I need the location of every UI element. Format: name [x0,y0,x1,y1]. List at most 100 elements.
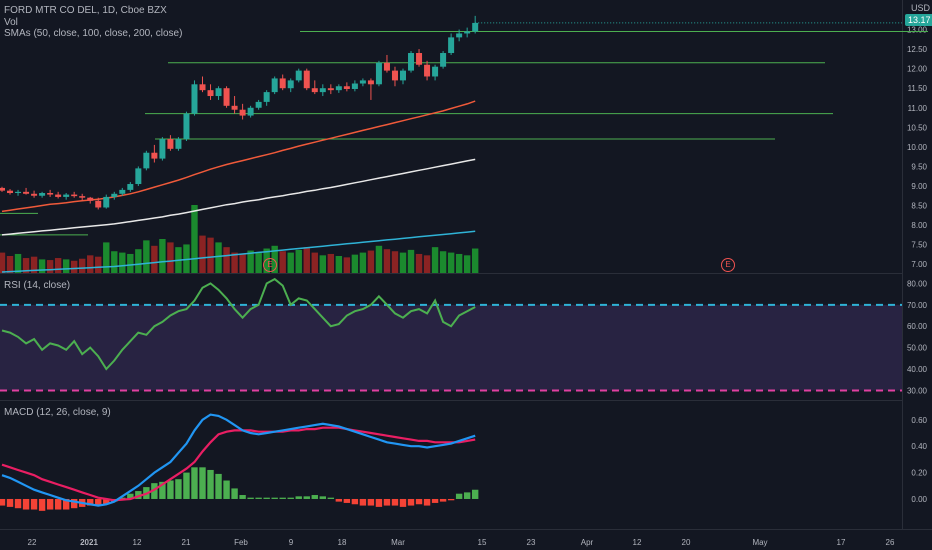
volume-bar [207,237,214,273]
price-tick-label: 9.50 [911,162,927,171]
candle-body [191,84,198,114]
candle-body [367,80,374,85]
macd-histogram-bar [135,491,142,499]
price-tick-label: 7.00 [911,260,927,269]
time-tick-label: 18 [338,538,347,547]
macd-histogram-bar [447,498,455,501]
candle-body [63,194,70,197]
volume-bar [311,252,318,273]
earnings-marker-icon[interactable]: E [263,258,277,272]
earnings-marker-icon[interactable]: E [721,258,735,272]
rsi-tick-label: 40.00 [907,365,928,374]
candle-body [31,193,38,196]
macd-histogram-bar [455,493,463,499]
candle-body [103,196,110,208]
symbol-legend: FORD MTR CO DEL, 1D, Cboe BZX [4,5,167,16]
time-tick-label: 12 [633,538,642,547]
macd-histogram-bar [383,498,391,506]
time-tick-label: 17 [837,538,846,547]
volume-bar [439,251,447,273]
candle-body [343,86,350,89]
candle-body [119,189,126,194]
candle-body [391,70,398,81]
candle-body [303,70,310,89]
volume-bar [6,256,14,273]
volume-bar [367,250,375,273]
volume-bar [167,242,174,273]
volume-bar [359,252,367,273]
candle-body [279,78,286,89]
macd-histogram-bar [439,498,447,502]
last-price-badge: 13.17 [905,14,932,26]
sma50-line [1,100,476,213]
volume-bar [431,247,439,273]
macd-histogram-bar [359,498,367,506]
macd-tick-label: 0.60 [911,416,927,425]
candle-body [71,194,78,197]
volume-bar [335,256,343,273]
candle-body [79,196,86,198]
volume-bar [223,247,230,273]
macd-histogram-bar [14,498,22,509]
candle-body [55,194,62,197]
macd-histogram-bar [239,495,246,499]
candle-body [335,86,342,91]
volume-bar [407,249,415,273]
macd-histogram-bar [127,493,134,499]
volume-bar [103,242,110,273]
candle-body [432,66,439,77]
macd-histogram-bar [287,497,294,499]
macd-histogram-bar [95,498,102,506]
sma-legend: SMAs (50, close, 100, close, 200, close) [4,28,183,39]
volume-bar [183,244,190,273]
candle-body [456,33,463,38]
candle-body [143,152,150,169]
macd-histogram-bar [46,498,54,510]
macd-histogram-bar [255,497,262,499]
volume-bar [79,258,86,273]
macd-histogram-bar [327,497,335,499]
time-tick-label: Mar [391,538,405,547]
price-tick-label: 11.50 [908,84,928,93]
volume-bar [119,252,126,273]
volume-bar [279,251,286,273]
candle-body [183,113,190,140]
rsi-tick-label: 30.00 [907,386,928,395]
volume-bar [135,249,142,273]
time-tick-label: Feb [234,538,248,547]
volume-bar [239,253,246,273]
volume-bar [14,253,22,273]
time-tick-label: 20 [682,538,691,547]
macd-histogram-bar [463,492,471,499]
macd-histogram-bar [0,498,6,506]
time-tick-label: 2021 [80,538,98,547]
macd-histogram-bar [30,498,38,510]
volume-bar [111,251,118,273]
candle-body [207,90,214,97]
price-tick-label: 11.00 [908,104,928,113]
macd-histogram-bar [247,497,254,499]
volume-bar [54,258,62,273]
rsi-legend: RSI (14, close) [4,280,71,291]
time-tick-label: 15 [478,538,487,547]
macd-signal-line [1,426,476,502]
volume-bar [247,250,254,273]
time-tick-label: 12 [133,538,142,547]
macd-histogram-bar [319,496,326,499]
candle-body [424,64,431,77]
macd-line [1,413,476,507]
volume-bar [199,235,206,273]
sma100-line [1,158,476,236]
candle-body [327,88,334,91]
volume-bar [447,252,455,273]
time-tick-label: 23 [527,538,536,547]
candle-body [223,88,230,106]
time-tick-label: 9 [289,538,294,547]
macd-histogram-bar [87,498,94,506]
candle-body [239,109,246,116]
rsi-tick-label: 80.00 [907,279,928,288]
candle-body [87,197,94,201]
volume-bar [287,252,294,273]
macd-histogram-bar [367,498,375,506]
